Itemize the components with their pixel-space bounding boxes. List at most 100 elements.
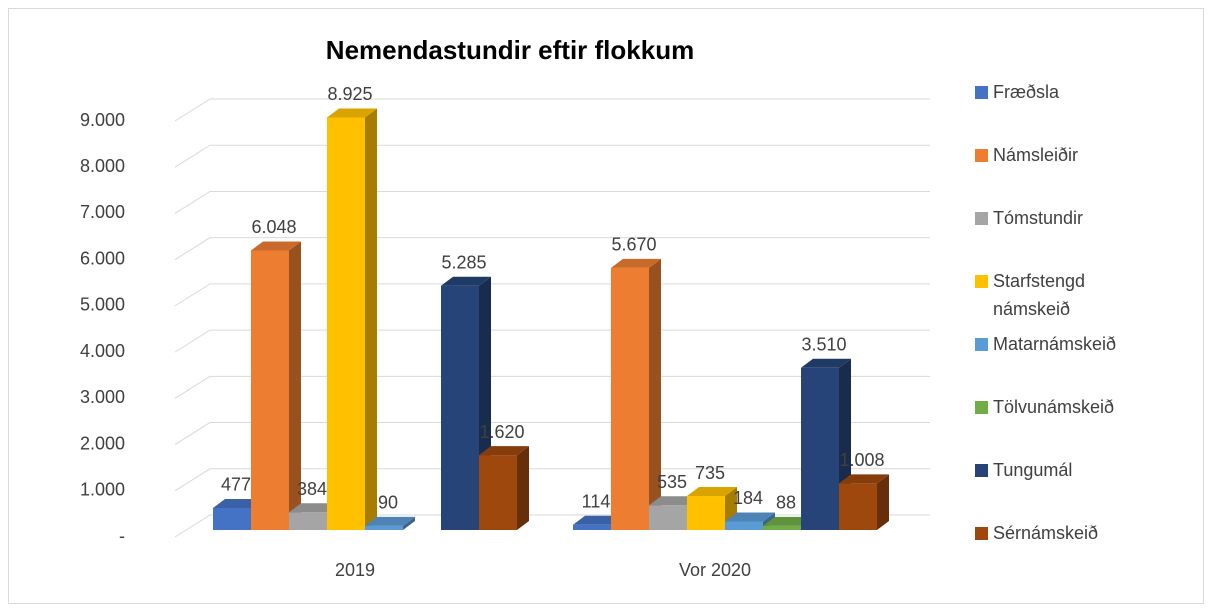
legend-swatch <box>975 464 988 477</box>
legend-item: Matarnámskeið <box>975 330 1168 358</box>
bar-front <box>839 483 877 530</box>
y-tick-label: - <box>119 526 125 546</box>
bar-top <box>725 512 775 522</box>
legend-item: Tölvunámskeið <box>975 393 1168 421</box>
x-tick-label: Vor 2020 <box>679 560 751 580</box>
y-tick-label: 6.000 <box>80 248 125 268</box>
value-label: 5.285 <box>441 252 486 272</box>
legend-item: Starfstengd námskeið <box>975 267 1123 323</box>
legend-label: Tómstundir <box>993 208 1084 228</box>
legend-label: Starfstengd námskeið <box>993 271 1086 319</box>
legend-swatch <box>975 86 988 99</box>
y-tick-label: 2.000 <box>80 433 125 453</box>
legend-label: Tölvunámskeið <box>993 397 1115 417</box>
bar <box>365 516 415 530</box>
bar-top <box>327 108 377 118</box>
legend-item: Tómstundir <box>975 204 1168 232</box>
bar-side <box>403 516 415 530</box>
legend-item: Tungumál <box>975 456 1168 484</box>
value-label: 477 <box>221 475 251 495</box>
value-label: 3.510 <box>801 335 846 355</box>
bar-side <box>365 108 377 530</box>
bar-front <box>763 525 801 530</box>
value-label: 88 <box>776 493 796 513</box>
value-label: 1.008 <box>839 450 884 470</box>
y-tick-label: 1.000 <box>80 480 125 500</box>
bar <box>251 241 301 530</box>
bar-side <box>877 474 889 530</box>
y-tick-label: 3.000 <box>80 387 125 407</box>
y-tick-label: 5.000 <box>80 295 125 315</box>
legend-label: Tungumál <box>993 460 1073 480</box>
legend-item: Fræðsla <box>975 78 1168 106</box>
bar <box>479 446 529 530</box>
value-label: 8.925 <box>327 84 372 104</box>
grid-line <box>174 144 930 168</box>
grid-line <box>174 422 930 445</box>
value-label: 384 <box>297 479 327 499</box>
bar <box>687 487 737 530</box>
grid-line <box>174 375 930 399</box>
legend-item: Sérnámskeið <box>975 519 1168 547</box>
bar-front <box>687 496 725 530</box>
bar-top <box>289 503 339 513</box>
bar-top <box>441 276 491 286</box>
legend-swatch <box>975 212 988 225</box>
legend-swatch <box>975 401 988 414</box>
bar-front <box>573 524 611 530</box>
bar <box>327 108 377 530</box>
bar-top <box>573 515 623 525</box>
bar-top <box>839 474 889 484</box>
value-label: 114 <box>582 491 611 511</box>
bar-top <box>365 516 415 526</box>
bar-side <box>649 258 661 530</box>
bar-front <box>725 521 763 530</box>
bar-top <box>251 241 301 251</box>
bar-side <box>517 446 529 530</box>
chart-border <box>8 8 1204 604</box>
legend-swatch <box>975 149 988 162</box>
legend-label: Fræðsla <box>993 82 1060 102</box>
value-label: 735 <box>695 463 725 483</box>
grid-line <box>174 98 930 122</box>
bar-top <box>649 496 699 506</box>
bar-top <box>611 258 661 268</box>
bar-top <box>687 487 737 497</box>
bar <box>611 258 661 530</box>
legend-swatch <box>975 275 988 288</box>
value-label: 90 <box>378 493 398 513</box>
bar-front <box>289 512 327 530</box>
legend-label: Matarnámskeið <box>993 334 1117 354</box>
grid-line <box>174 283 930 307</box>
bar <box>839 474 889 530</box>
legend-swatch <box>975 527 988 540</box>
value-label: 1.620 <box>479 422 524 442</box>
bar-front <box>213 507 251 530</box>
grid-line <box>174 468 930 492</box>
bar-front <box>611 267 649 530</box>
bar-side <box>289 241 301 530</box>
legend-label: Sérnámskeið <box>993 523 1099 543</box>
value-label: 6.048 <box>251 217 296 237</box>
bar-front <box>327 117 365 530</box>
grid-line <box>174 237 930 261</box>
x-tick-label: 2019 <box>335 560 375 580</box>
chart-title: Nemendastundir eftir flokkum <box>326 35 694 65</box>
y-tick-label: 7.000 <box>80 202 125 222</box>
bar-top <box>801 358 851 368</box>
value-label: 535 <box>657 472 687 492</box>
bar-front <box>801 367 839 530</box>
value-label: 184 <box>733 488 763 508</box>
y-tick-label: 9.000 <box>80 110 125 130</box>
value-label: 5.670 <box>611 235 656 255</box>
bar-front <box>649 505 687 530</box>
grid-line <box>174 190 930 214</box>
bar-front <box>479 455 517 530</box>
bar-top <box>479 446 529 456</box>
legend-item: Námsleiðir <box>975 141 1168 169</box>
bar-front <box>251 250 289 530</box>
bar-front <box>441 285 479 530</box>
y-tick-label: 8.000 <box>80 156 125 176</box>
